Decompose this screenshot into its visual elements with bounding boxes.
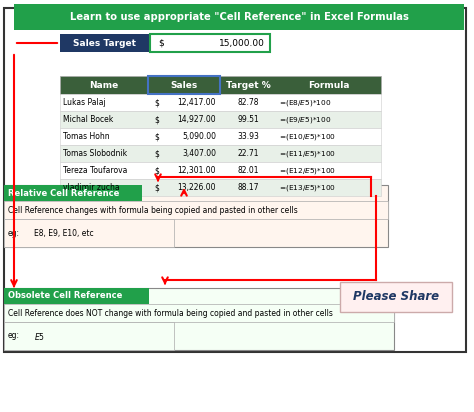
Text: =(E8/$E$5)*100: =(E8/$E$5)*100 (279, 98, 331, 108)
Text: Tomas Hohn: Tomas Hohn (63, 132, 109, 141)
Bar (60, 128, 381, 145)
Text: 5,090.00: 5,090.00 (182, 132, 216, 141)
Bar (60, 162, 381, 179)
Bar (4, 201, 388, 219)
Bar (60, 179, 381, 196)
Text: Formula: Formula (308, 80, 349, 89)
Text: 13,226.00: 13,226.00 (177, 183, 216, 192)
Bar (4, 219, 174, 247)
Bar (60, 76, 381, 94)
Text: Tereza Toufarova: Tereza Toufarova (63, 166, 128, 175)
Text: 99.51: 99.51 (237, 115, 259, 124)
Text: $: $ (154, 149, 159, 158)
Bar (340, 282, 452, 312)
Bar (60, 111, 381, 128)
Text: Sales Target: Sales Target (73, 38, 137, 47)
Text: 82.78: 82.78 (237, 98, 259, 107)
Text: Michal Bocek: Michal Bocek (63, 115, 113, 124)
Text: Target %: Target % (226, 80, 270, 89)
Text: $: $ (154, 166, 159, 175)
Bar (4, 185, 142, 201)
Text: Please Share: Please Share (353, 290, 439, 304)
Text: E8, E9, E10, etc: E8, E9, E10, etc (34, 229, 94, 237)
Text: 15,000.00: 15,000.00 (219, 38, 265, 47)
Bar (4, 322, 174, 350)
Text: 22.71: 22.71 (237, 149, 259, 158)
Bar (60, 145, 381, 162)
Bar (4, 288, 394, 350)
Text: eg:: eg: (8, 332, 20, 340)
Text: =(E12/$E$5)*100: =(E12/$E$5)*100 (279, 166, 336, 176)
Text: vladimir zucha: vladimir zucha (63, 183, 119, 192)
Bar (4, 185, 388, 247)
Text: 12,417.00: 12,417.00 (177, 98, 216, 107)
Bar (148, 76, 220, 94)
Text: $: $ (158, 38, 164, 47)
Text: Lukas Palaj: Lukas Palaj (63, 98, 106, 107)
Text: Relative Cell Reference: Relative Cell Reference (8, 189, 119, 197)
Text: 33.93: 33.93 (237, 132, 259, 141)
Bar (4, 288, 149, 304)
Bar (150, 34, 270, 52)
Text: 88.17: 88.17 (237, 183, 259, 192)
Bar (4, 304, 394, 322)
Text: =(E10/$E$5)*100: =(E10/$E$5)*100 (279, 131, 336, 141)
Text: =(E9/$E$5)*100: =(E9/$E$5)*100 (279, 115, 331, 124)
Text: 82.01: 82.01 (237, 166, 259, 175)
Text: $: $ (154, 115, 159, 124)
Text: Tomas Slobodnik: Tomas Slobodnik (63, 149, 127, 158)
Bar (14, 4, 464, 30)
Text: $: $ (154, 183, 159, 192)
Text: Cell Reference changes with formula being copied and pasted in other cells: Cell Reference changes with formula bein… (8, 206, 298, 215)
Text: Cell Reference does NOT change with formula being copied and pasted in other cel: Cell Reference does NOT change with form… (8, 309, 333, 318)
Bar (60, 94, 381, 111)
Text: $: $ (154, 98, 159, 107)
Text: =(E13/$E$5)*100: =(E13/$E$5)*100 (279, 183, 336, 192)
Text: $E$5: $E$5 (34, 330, 45, 342)
Text: Learn to use appropriate "Cell Reference" in Excel Formulas: Learn to use appropriate "Cell Reference… (70, 12, 409, 22)
Text: Obsolete Cell Reference: Obsolete Cell Reference (8, 292, 122, 300)
Text: 3,407.00: 3,407.00 (182, 149, 216, 158)
Bar (4, 8, 466, 352)
Text: $: $ (154, 132, 159, 141)
Text: 14,927.00: 14,927.00 (177, 115, 216, 124)
Text: 12,301.00: 12,301.00 (177, 166, 216, 175)
Text: Sales: Sales (170, 80, 198, 89)
Text: =(E11/$E$5)*100: =(E11/$E$5)*100 (279, 148, 336, 159)
Text: Name: Name (90, 80, 118, 89)
Bar (60, 34, 150, 52)
Text: eg:: eg: (8, 229, 20, 237)
